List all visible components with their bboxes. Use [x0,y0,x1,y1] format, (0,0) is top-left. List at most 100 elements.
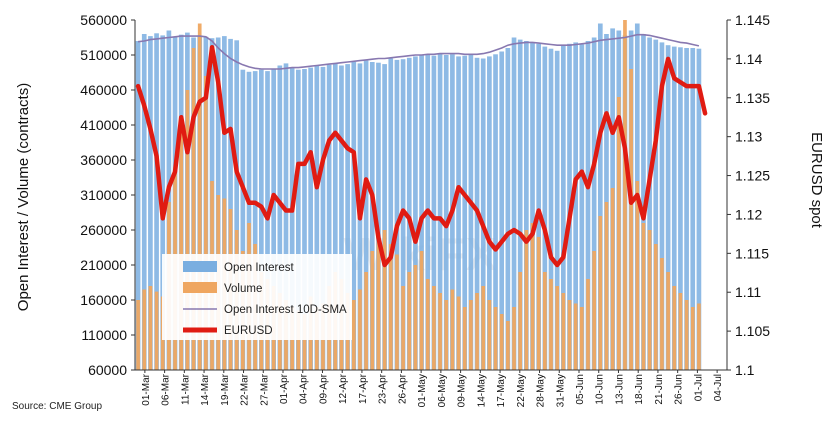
right-tick-label: 1.105 [735,323,770,339]
open-interest-bar [536,43,542,371]
volume-bar [382,230,387,370]
volume-bar [142,289,147,370]
volume-bar [395,254,399,370]
open-interest-bar [684,48,689,370]
volume-bar [197,23,202,370]
right-axis-ticks: 1.145 1.14 1.135 1.13 1.125 1.12 1.115 1.11 1.10… [727,12,770,378]
legend-label-volume: Volume [224,283,262,295]
left-tick-label: 310000 [80,187,127,203]
x-tick-label: 19-Mar [220,373,231,405]
volume-bar [364,272,368,370]
volume-bar [666,272,670,370]
x-tick-label: 21-Jun [654,374,665,405]
open-interest-bar [388,58,394,370]
volume-bar [481,286,486,370]
volume-bar [185,90,190,370]
volume-bar [487,300,492,370]
volume-bar [586,279,590,370]
volume-bar [204,76,208,370]
open-interest-bar [141,34,147,370]
open-interest-bar [166,30,172,370]
open-interest-bar [641,34,646,370]
open-interest-bar [234,40,240,371]
volume-bar [623,20,627,370]
eurusd-line-layer [135,44,708,268]
legend-swatch-volume [183,282,217,293]
volume-bar [567,300,572,370]
x-tick-label: 10-Jun [595,374,606,405]
open-interest-bar [468,55,474,370]
x-tick-label: 01-May [417,374,428,407]
x-tick-label: 05-Jun [575,374,586,405]
volume-bar [469,300,473,370]
open-interest-bar [308,67,313,370]
volume-bar [598,216,603,370]
open-interest-bar [259,69,264,370]
left-tick-label: 560000 [80,12,127,28]
open-interest-bar [493,54,498,371]
left-tick-label: 160000 [80,292,127,308]
volume-bar [641,223,646,370]
open-interest-bar [647,37,652,370]
right-tick-label: 1.135 [735,90,770,106]
eurusd-line [135,44,708,268]
x-tick-label: 14-Mar [200,373,211,405]
open-interest-bar [560,45,566,371]
volume-bar [678,293,683,370]
x-tick-label: 09-Apr [318,373,329,404]
volume-bar [413,265,418,370]
volume-bar [425,279,430,370]
open-interest-bar [487,56,492,371]
left-tick-label: 260000 [80,222,127,238]
open-interest-bar [148,36,153,370]
open-interest-bar [314,65,320,370]
volume-bar [592,251,596,370]
volume-bar [536,237,541,370]
right-tick-label: 1.1 [735,362,755,378]
volume-bar [604,202,609,370]
volume-bar [499,314,504,370]
legend-label-open-interest: Open Interest [224,262,294,274]
open-interest-bar [413,56,418,371]
open-interest-bar [462,55,468,370]
x-tick-label: 28-May [536,374,547,407]
volume-bar [462,307,467,370]
open-interest-bar [302,69,307,370]
volume-bar [154,291,159,370]
open-interest-bar [480,58,486,370]
x-tick-label: 13-Jun [614,374,625,405]
right-tick-label: 1.145 [735,12,770,28]
open-interest-bar [517,39,523,370]
open-interest-bar [320,66,326,371]
left-tick-label: 210000 [80,257,127,273]
volume-bar [388,244,393,370]
open-interest-sma-line [137,33,700,70]
x-tick-label: 17-Apr [358,373,369,404]
open-interest-bar [406,57,412,371]
open-interest-bar [363,60,369,370]
left-axis-ticks: 560000 510000 460000 410000 360000 310000 2600… [80,12,135,378]
left-tick-label: 460000 [80,82,127,98]
legend-label-sma: Open Interest 10D-SMA [224,304,347,316]
volume-bar [684,300,689,370]
x-tick-label: 06-Mar [161,373,172,405]
volume-bar [296,310,301,370]
volume-bar [697,303,701,370]
volume-bar [358,289,362,370]
volume-bar [672,286,677,370]
right-axis-title: EURUSD spot [808,132,825,229]
volume-bar [524,230,529,370]
open-interest-bar [289,67,295,370]
open-interest-bar [530,42,535,371]
open-interest-bar [696,48,702,370]
x-tick-label: 18-Jun [634,374,645,405]
open-interest-bar [369,62,375,370]
open-interest-bar [659,42,665,371]
volume-bar [635,181,640,370]
open-interest-bar [591,37,597,370]
volume-bar [555,286,560,370]
open-interest-bar [135,41,141,370]
open-interest-bar [252,71,258,370]
volume-bar [370,251,375,370]
open-interest-bar [554,50,560,371]
